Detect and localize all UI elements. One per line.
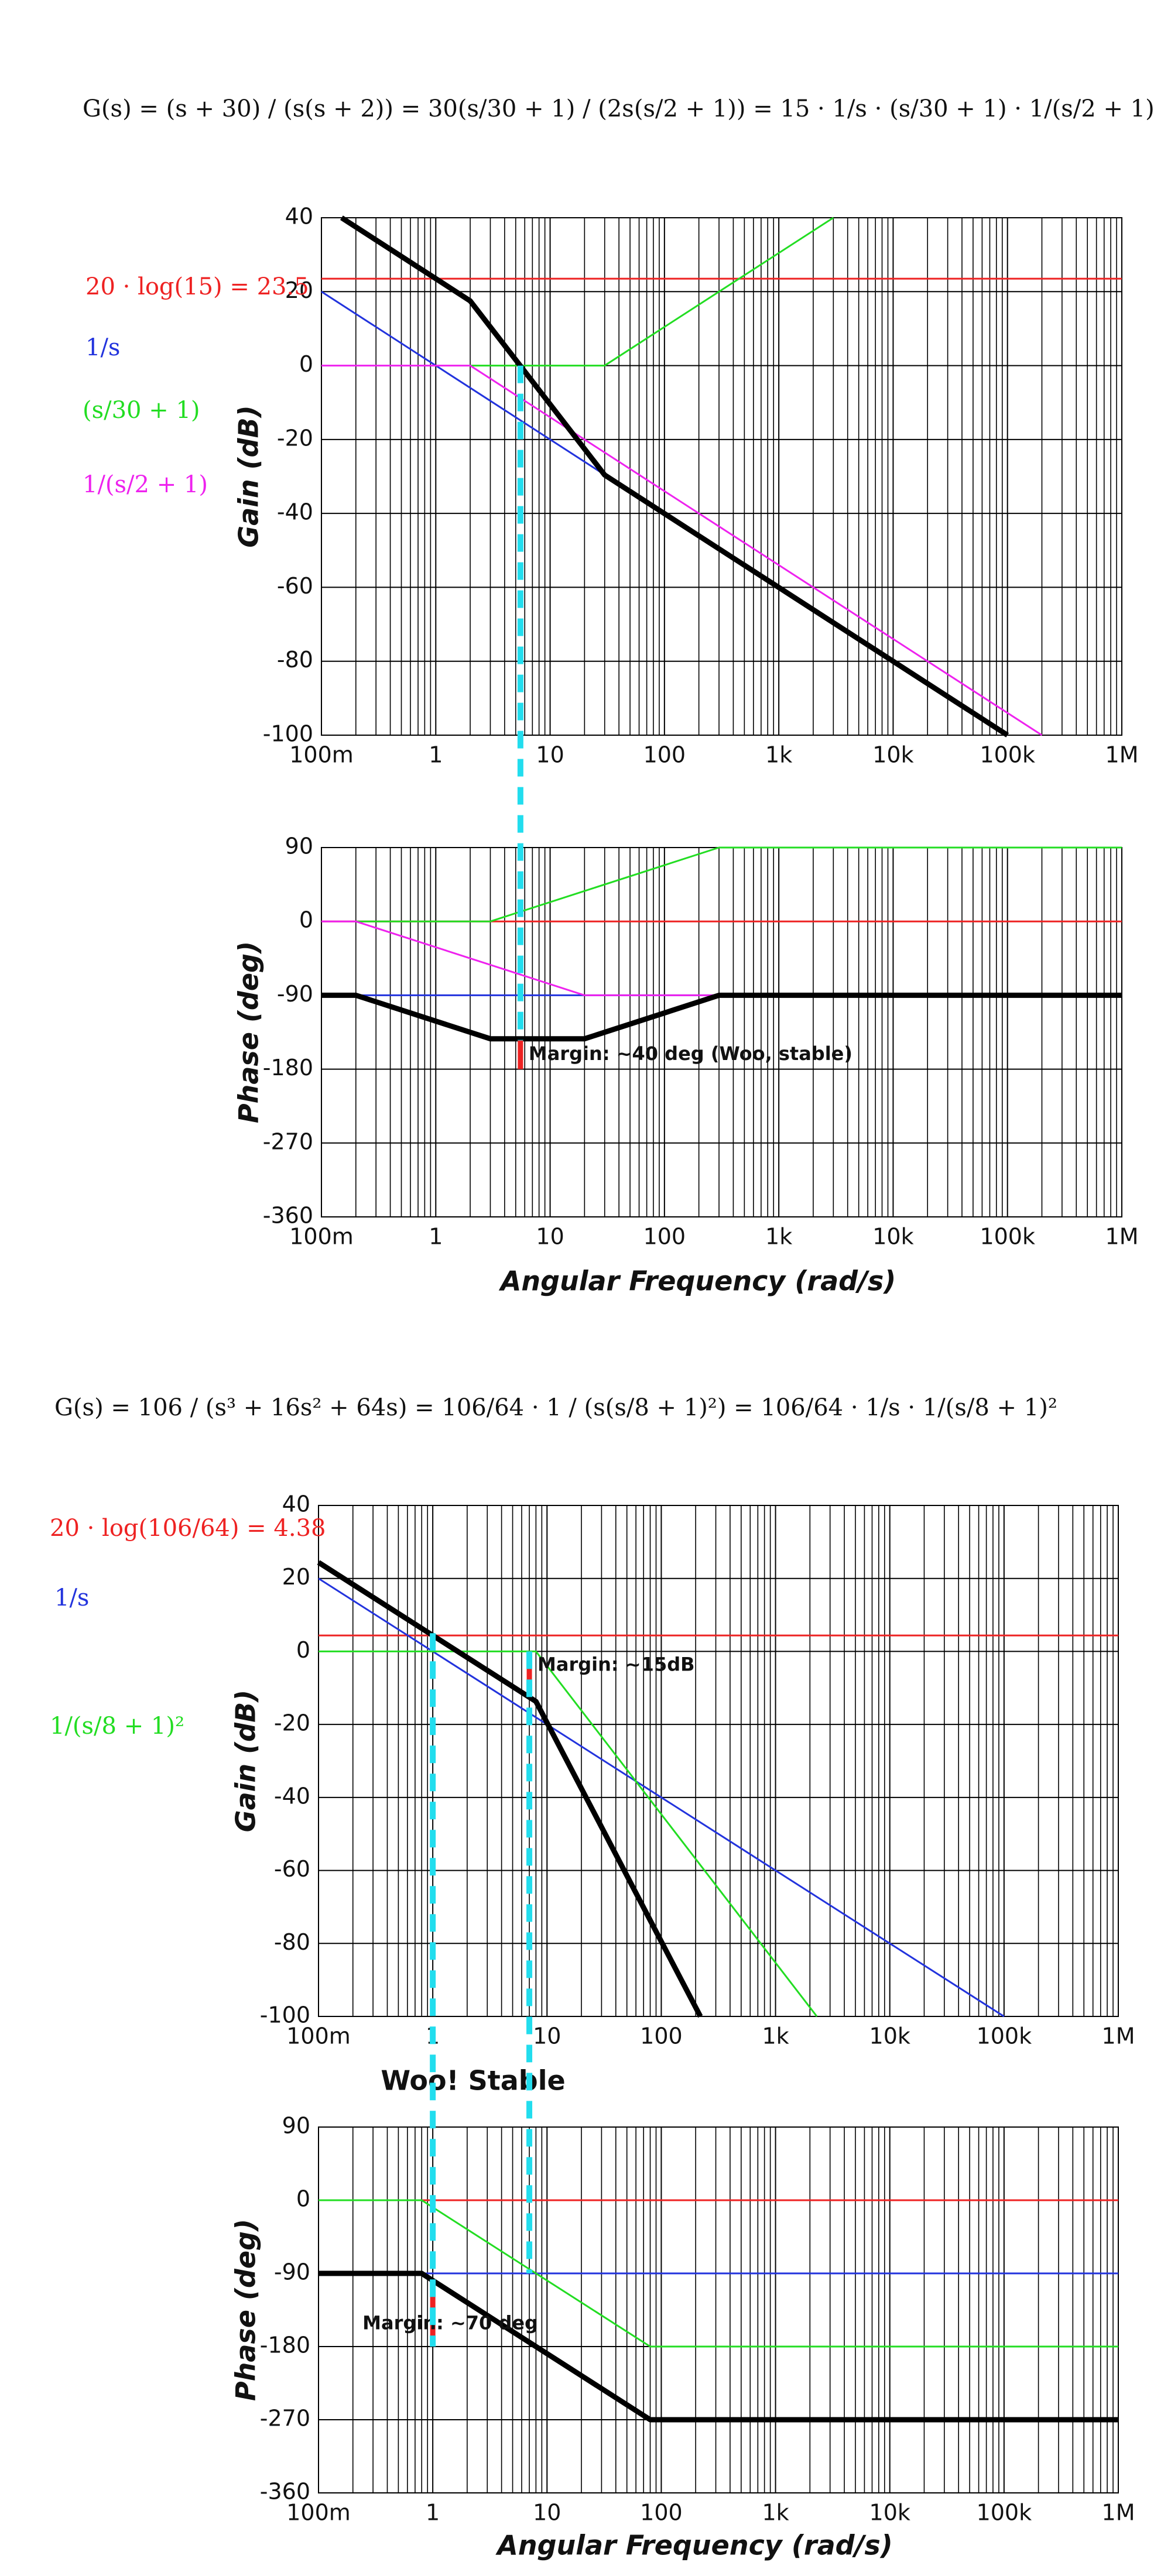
y-tick-label: 0 <box>299 907 313 933</box>
y-tick-label: -60 <box>274 1856 310 1882</box>
y-tick-label: 40 <box>285 204 313 229</box>
series-label: 1/s <box>54 1584 89 1611</box>
x-tick-label: 100k <box>980 742 1035 768</box>
series-label: 1/s <box>85 334 120 361</box>
plot-frame <box>318 2126 1119 2493</box>
equation: G(s) = 106 / (s³ + 16s² + 64s) = 106/64 … <box>54 1394 1057 1421</box>
y-tick-label: -180 <box>260 2333 310 2358</box>
y-tick-label: 40 <box>282 1491 310 1517</box>
series-label: 20 · log(15) = 23.5 <box>85 273 309 300</box>
series-line <box>321 992 1122 1042</box>
x-tick-label: 10 <box>536 1224 564 1250</box>
x-tick-label: 1k <box>762 2500 789 2526</box>
series-line <box>317 1560 703 2018</box>
y-tick-label: -100 <box>263 721 313 747</box>
y-tick-label: -100 <box>260 2002 310 2028</box>
x-tick-label: 100m <box>286 2023 351 2049</box>
equation: G(s) = (s + 30) / (s(s + 2)) = 30(s/30 +… <box>83 95 1155 122</box>
x-tick-label: 1M <box>1105 1224 1139 1250</box>
x-tick-label: 10k <box>872 1224 913 1250</box>
y-axis-title: Phase (deg) <box>233 941 265 1123</box>
x-axis-title: Angular Frequency (rad/s) <box>495 2530 893 2561</box>
x-tick-label: 1k <box>765 1224 792 1250</box>
x-tick-label: 1M <box>1102 2023 1135 2049</box>
series-line <box>340 215 1009 738</box>
x-tick-label: 100k <box>977 2023 1032 2049</box>
series-label: 20 · log(106/64) = 4.38 <box>50 1515 326 1542</box>
series-line <box>321 365 1043 736</box>
plot-frame <box>321 847 1122 1217</box>
y-tick-label: 20 <box>282 1564 310 1590</box>
x-tick-label: 1k <box>762 2023 789 2049</box>
y-tick-label: -360 <box>263 1203 313 1229</box>
x-tick-label: 10 <box>533 2500 561 2526</box>
x-tick-label: 10 <box>533 2023 561 2049</box>
plot-frame <box>318 1505 1119 2017</box>
y-axis-title: Phase (deg) <box>230 2219 262 2401</box>
series-line <box>319 2270 1118 2423</box>
x-tick-label: 1 <box>426 2500 440 2526</box>
x-tick-label: 100m <box>289 1224 354 1250</box>
x-tick-label: 100m <box>289 742 354 768</box>
series-line <box>355 846 1122 922</box>
series-line <box>319 2199 1118 2348</box>
series-label: 1/(s/8 + 1)² <box>50 1713 184 1740</box>
series-line <box>470 217 834 367</box>
annotation: Margin: ~15dB <box>537 1653 694 1675</box>
plot-frame <box>321 217 1122 736</box>
y-tick-label: 0 <box>299 351 313 377</box>
y-tick-label: 90 <box>285 833 313 859</box>
y-tick-label: -80 <box>277 647 313 673</box>
annotation: Margin: ~40 deg (Woo, stable) <box>529 1042 852 1065</box>
y-tick-label: -270 <box>263 1128 313 1154</box>
y-tick-label: -180 <box>263 1055 313 1081</box>
y-tick-label: -80 <box>274 1929 310 1955</box>
y-tick-label: -20 <box>274 1710 310 1736</box>
y-tick-label: -360 <box>260 2479 310 2505</box>
y-tick-label: -20 <box>277 425 313 451</box>
x-tick-label: 100 <box>640 2023 683 2049</box>
y-tick-label: -90 <box>274 2259 310 2285</box>
x-tick-label: 10k <box>869 2023 910 2049</box>
y-axis-title: Gain (dB) <box>233 405 265 547</box>
chart-title: Woo! Stable <box>381 2065 565 2097</box>
x-tick-label: 100m <box>286 2500 351 2526</box>
x-tick-label: 1k <box>765 742 792 768</box>
y-tick-label: -270 <box>260 2406 310 2431</box>
y-axis-title: Gain (dB) <box>230 1690 262 1832</box>
x-tick-label: 1M <box>1102 2500 1135 2526</box>
x-tick-label: 1 <box>429 742 443 768</box>
y-tick-label: 0 <box>296 1637 310 1663</box>
series-label: 1/(s/2 + 1) <box>83 471 208 498</box>
x-tick-label: 10k <box>872 742 913 768</box>
series-line <box>321 920 1122 996</box>
x-axis-title: Angular Frequency (rad/s) <box>499 1265 896 1297</box>
y-tick-label: 0 <box>296 2186 310 2212</box>
x-tick-label: 100k <box>980 1224 1035 1250</box>
x-tick-label: 1M <box>1105 742 1139 768</box>
x-tick-label: 10 <box>536 742 564 768</box>
y-tick-label: -90 <box>277 981 313 1007</box>
y-tick-label: 90 <box>282 2113 310 2139</box>
series-label: (s/30 + 1) <box>83 397 200 424</box>
series-line <box>319 1650 818 2017</box>
x-tick-label: 100k <box>977 2500 1032 2526</box>
x-tick-label: 100 <box>640 2500 683 2526</box>
y-tick-label: -40 <box>277 499 313 525</box>
x-tick-label: 1 <box>429 1224 443 1250</box>
y-tick-label: -60 <box>277 573 313 599</box>
x-tick-label: 10k <box>869 2500 910 2526</box>
y-tick-label: -40 <box>274 1783 310 1809</box>
x-tick-label: 100 <box>643 742 686 768</box>
y-tick-label: 20 <box>285 277 313 303</box>
x-tick-label: 100 <box>643 1224 686 1250</box>
annotation: Margin: ~70 deg <box>362 2311 538 2334</box>
